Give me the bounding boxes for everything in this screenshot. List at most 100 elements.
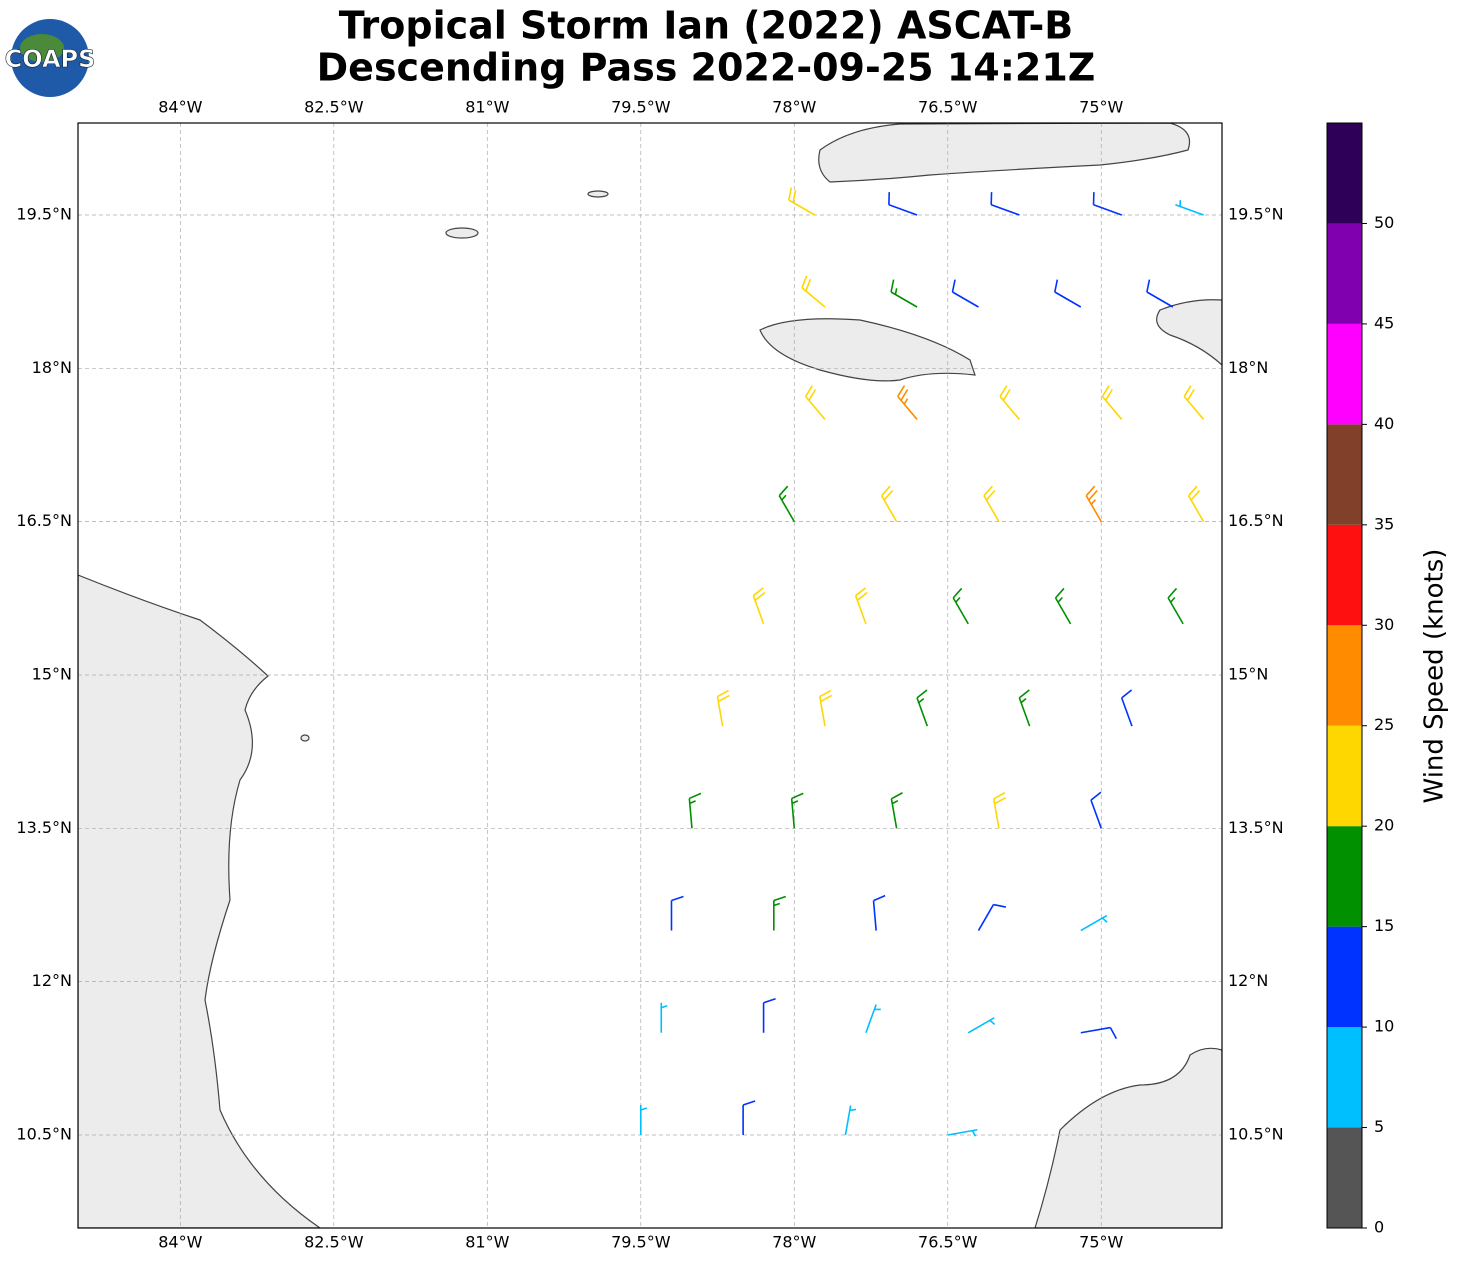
colorbar-bin bbox=[1327, 424, 1362, 525]
wind-barb bbox=[787, 187, 816, 216]
wind-barb bbox=[1080, 914, 1108, 932]
colorbar-bin bbox=[1327, 725, 1362, 827]
wind-barb bbox=[951, 279, 979, 308]
wind-barb bbox=[762, 998, 776, 1033]
chart-title: Tropical Storm Ian (2022) ASCAT-B bbox=[339, 4, 1073, 48]
land-jamaica bbox=[759, 318, 976, 382]
colorbar-frame bbox=[1326, 122, 1363, 1229]
wind-barb bbox=[752, 587, 766, 625]
wind-barb bbox=[1092, 192, 1122, 216]
wind-barb bbox=[983, 485, 1000, 523]
wind-barb bbox=[1018, 689, 1031, 727]
colorbar-tick-label: 35 bbox=[1374, 514, 1394, 533]
wind-barb bbox=[1146, 279, 1174, 308]
logo-text: COAPS bbox=[5, 45, 96, 73]
wind-barb bbox=[660, 1002, 668, 1033]
wind-barb bbox=[773, 895, 787, 931]
logo: COAPS bbox=[4, 19, 96, 97]
colorbar-bin bbox=[1327, 524, 1362, 626]
wind-barb bbox=[1175, 200, 1204, 216]
colorbar-tick-label: 50 bbox=[1374, 213, 1394, 232]
wind-barb bbox=[790, 792, 804, 829]
x-tick-label: 78°W bbox=[772, 98, 816, 117]
colorbar-tick-label: 10 bbox=[1374, 1017, 1394, 1036]
land-island bbox=[300, 734, 310, 742]
wind-barb bbox=[688, 792, 702, 829]
wind-barb bbox=[1187, 485, 1205, 523]
wind-barb bbox=[999, 385, 1021, 420]
y-tick-label: 18°N bbox=[32, 358, 72, 377]
colorbar-tick-label: 0 bbox=[1374, 1218, 1384, 1237]
colorbar-tick-label: 15 bbox=[1374, 916, 1394, 935]
colorbar-tick-label: 30 bbox=[1374, 615, 1394, 634]
x-tick-label: 81°W bbox=[465, 1233, 509, 1252]
colorbar-bin bbox=[1327, 323, 1362, 425]
x-tick-label: 75°W bbox=[1079, 98, 1123, 117]
colorbar-tick-label: 25 bbox=[1374, 715, 1394, 734]
x-tick-label: 82.5°W bbox=[304, 98, 364, 117]
wind-barb bbox=[897, 385, 918, 420]
grid bbox=[78, 123, 1222, 1228]
x-tick-label: 79.5°W bbox=[611, 1233, 671, 1252]
x-tick-label: 76.5°W bbox=[918, 98, 978, 117]
y-tick-label: 19.5°N bbox=[16, 204, 72, 223]
y-tick-label: 10.5°N bbox=[1228, 1124, 1284, 1143]
wind-barb bbox=[805, 385, 826, 420]
wind-barb bbox=[1085, 485, 1102, 523]
y-tick-label: 19.5°N bbox=[1228, 204, 1284, 223]
x-tick-label: 84°W bbox=[158, 1233, 202, 1252]
wind-barb bbox=[1120, 689, 1133, 727]
x-tick-label: 84°W bbox=[158, 98, 202, 117]
wind-barb bbox=[854, 587, 868, 625]
wind-barb bbox=[670, 895, 684, 931]
colorbar-bin bbox=[1327, 625, 1362, 726]
x-tick-label: 75°W bbox=[1079, 1233, 1123, 1252]
wind-barb bbox=[888, 192, 918, 216]
wind-barb bbox=[890, 792, 903, 829]
logo-land bbox=[20, 34, 64, 62]
x-tick-label: 78°W bbox=[772, 1233, 816, 1252]
wind-barb bbox=[1054, 279, 1082, 308]
colorbar: 0 5 10 15 20 25 30 35 40 45 50 bbox=[1326, 122, 1394, 1237]
wind-barb bbox=[947, 1128, 978, 1137]
wind-barb bbox=[992, 792, 1007, 829]
barb-layer bbox=[639, 187, 1205, 1137]
wind-barb bbox=[880, 485, 898, 523]
x-tick-label: 82.5°W bbox=[304, 1233, 364, 1252]
wind-barb bbox=[952, 587, 969, 625]
y-tick-label: 13.5°N bbox=[16, 818, 72, 837]
y-tick-label: 15°N bbox=[32, 664, 72, 683]
y-tick-label: 12°N bbox=[32, 971, 72, 990]
land-cayman bbox=[445, 227, 479, 239]
wind-barb bbox=[1101, 385, 1123, 420]
colorbar-bin bbox=[1327, 926, 1362, 1028]
colorbar-bin bbox=[1327, 826, 1362, 927]
wind-barb bbox=[916, 689, 929, 727]
x-tick-label: 76.5°W bbox=[918, 1233, 978, 1252]
colorbar-tick-label: 40 bbox=[1374, 414, 1394, 433]
y-tick-label: 18°N bbox=[1228, 358, 1268, 377]
x-tick-label: 81°W bbox=[465, 98, 509, 117]
y-tick-label: 10.5°N bbox=[16, 1124, 72, 1143]
colorbar-tick-label: 5 bbox=[1374, 1117, 1384, 1136]
map-frame bbox=[77, 122, 1223, 1229]
wind-barb bbox=[1090, 791, 1103, 829]
wind-barb bbox=[990, 192, 1020, 216]
wind-barb bbox=[1054, 587, 1072, 625]
wind-barb bbox=[801, 275, 826, 308]
wind-barb bbox=[1080, 1026, 1118, 1040]
chart-subtitle: Descending Pass 2022-09-25 14:21Z bbox=[317, 46, 1096, 90]
wind-barb bbox=[967, 1017, 996, 1034]
wind-barb bbox=[639, 1104, 648, 1135]
colorbar-tick-label: 45 bbox=[1374, 313, 1394, 332]
land-colombia bbox=[1034, 1047, 1222, 1228]
wind-barb bbox=[818, 689, 833, 727]
x-tick-label: 79.5°W bbox=[611, 98, 671, 117]
wind-barb bbox=[1167, 587, 1184, 625]
y-tick-label: 12°N bbox=[1228, 971, 1268, 990]
land-layer bbox=[78, 123, 1222, 1228]
wind-barb bbox=[872, 894, 886, 931]
wind-barb bbox=[844, 1105, 857, 1136]
